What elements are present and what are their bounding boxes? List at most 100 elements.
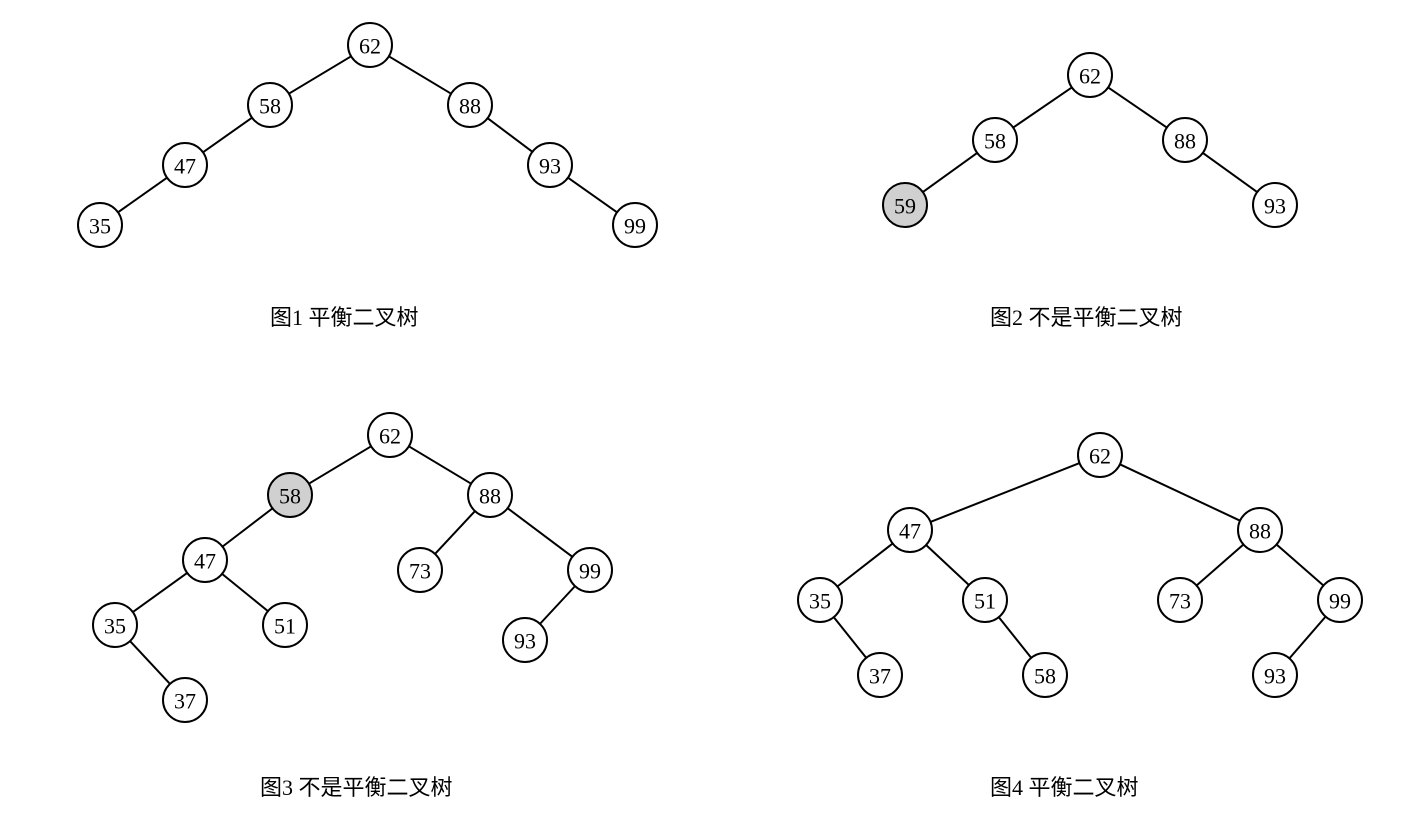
tree-edge bbox=[389, 56, 451, 93]
tree-node: 93 bbox=[528, 143, 572, 187]
node-label: 88 bbox=[459, 94, 481, 119]
tree-svg: 62 58 88 47 93 35 99 bbox=[40, 10, 680, 290]
node-label: 62 bbox=[359, 34, 381, 59]
tree-node: 88 bbox=[1238, 508, 1282, 552]
tree-node: 62 bbox=[1078, 433, 1122, 477]
tree-node: 73 bbox=[398, 548, 442, 592]
tree-node: 62 bbox=[348, 23, 392, 67]
figure-caption: 图4 平衡二叉树 bbox=[990, 770, 1139, 802]
node-label: 58 bbox=[279, 484, 301, 509]
tree-node: 59 bbox=[883, 183, 927, 227]
tree-svg: 62 47 88 35 51 73 99 37 58 93 bbox=[760, 420, 1380, 740]
tree-node: 99 bbox=[568, 548, 612, 592]
tree-node: 51 bbox=[963, 578, 1007, 622]
node-label: 47 bbox=[899, 519, 921, 544]
tree-svg: 62 58 88 47 73 99 35 51 93 37 bbox=[60, 400, 680, 760]
node-label: 59 bbox=[894, 194, 916, 219]
tree-edge bbox=[309, 446, 371, 483]
tree-node: 58 bbox=[268, 473, 312, 517]
node-label: 73 bbox=[1169, 589, 1191, 614]
node-label: 58 bbox=[259, 94, 281, 119]
node-label: 35 bbox=[89, 214, 111, 239]
node-label: 93 bbox=[1264, 194, 1286, 219]
tree-edge bbox=[1289, 617, 1325, 659]
tree-node: 37 bbox=[163, 678, 207, 722]
node-label: 99 bbox=[579, 559, 601, 584]
tree-edge bbox=[1120, 464, 1240, 520]
figure-fig4: 62 47 88 35 51 73 99 37 58 93 图4 平衡二叉树 bbox=[760, 420, 1380, 810]
tree-edge bbox=[133, 573, 187, 612]
figure-fig1: 62 58 88 47 93 35 99 图1 平衡二叉树 bbox=[40, 10, 680, 340]
tree-node: 99 bbox=[1318, 578, 1362, 622]
tree-node: 35 bbox=[798, 578, 842, 622]
tree-svg: 62 58 88 59 93 bbox=[830, 40, 1330, 260]
node-label: 62 bbox=[1079, 64, 1101, 89]
node-label: 93 bbox=[539, 154, 561, 179]
tree-node: 35 bbox=[78, 203, 122, 247]
figure-fig2: 62 58 88 59 93 图2 不是平衡二叉树 bbox=[830, 40, 1330, 340]
tree-node: 73 bbox=[1158, 578, 1202, 622]
figure-caption: 图2 不是平衡二叉树 bbox=[990, 300, 1183, 332]
node-label: 93 bbox=[514, 629, 536, 654]
tree-node: 93 bbox=[1253, 653, 1297, 697]
tree-node: 62 bbox=[1068, 53, 1112, 97]
figure-caption: 图1 平衡二叉树 bbox=[270, 300, 419, 332]
tree-edge bbox=[540, 586, 575, 624]
tree-edge bbox=[837, 544, 892, 587]
tree-edge bbox=[1277, 544, 1324, 585]
tree-edge bbox=[222, 508, 272, 546]
node-label: 51 bbox=[974, 589, 996, 614]
node-label: 99 bbox=[624, 214, 646, 239]
tree-node: 58 bbox=[1023, 653, 1067, 697]
tree-edge bbox=[1013, 87, 1072, 127]
tree-edge bbox=[409, 446, 471, 483]
node-label: 47 bbox=[194, 549, 216, 574]
tree-node: 47 bbox=[183, 538, 227, 582]
node-label: 88 bbox=[1249, 519, 1271, 544]
tree-node: 88 bbox=[468, 473, 512, 517]
tree-node: 47 bbox=[163, 143, 207, 187]
tree-edge bbox=[289, 56, 351, 93]
tree-node: 51 bbox=[263, 603, 307, 647]
tree-node: 93 bbox=[503, 618, 547, 662]
node-label: 73 bbox=[409, 559, 431, 584]
tree-edge bbox=[203, 118, 252, 153]
tree-node: 58 bbox=[973, 118, 1017, 162]
tree-node: 88 bbox=[448, 83, 492, 127]
tree-node: 62 bbox=[368, 413, 412, 457]
tree-edge bbox=[508, 508, 573, 557]
tree-edge bbox=[130, 641, 170, 684]
node-label: 99 bbox=[1329, 589, 1351, 614]
tree-node: 93 bbox=[1253, 183, 1297, 227]
node-label: 37 bbox=[869, 664, 891, 689]
tree-edge bbox=[1108, 87, 1167, 127]
tree-edge bbox=[118, 178, 167, 213]
node-label: 35 bbox=[809, 589, 831, 614]
tree-edge bbox=[1203, 153, 1257, 192]
tree-edge bbox=[999, 617, 1032, 658]
tree-edge bbox=[923, 153, 977, 192]
node-label: 58 bbox=[1034, 664, 1056, 689]
node-label: 47 bbox=[174, 154, 196, 179]
figure-fig3: 62 58 88 47 73 99 35 51 93 37 图3 不是平衡二叉树 bbox=[60, 400, 680, 810]
tree-node: 37 bbox=[858, 653, 902, 697]
node-label: 88 bbox=[479, 484, 501, 509]
tree-node: 58 bbox=[248, 83, 292, 127]
node-label: 62 bbox=[1089, 444, 1111, 469]
tree-node: 47 bbox=[888, 508, 932, 552]
tree-edge bbox=[435, 511, 475, 554]
tree-edge bbox=[568, 178, 617, 213]
node-label: 35 bbox=[104, 614, 126, 639]
tree-node: 35 bbox=[93, 603, 137, 647]
node-label: 88 bbox=[1174, 129, 1196, 154]
tree-edge bbox=[926, 545, 969, 585]
node-label: 62 bbox=[379, 424, 401, 449]
tree-node: 99 bbox=[613, 203, 657, 247]
node-label: 93 bbox=[1264, 664, 1286, 689]
tree-edge bbox=[930, 463, 1079, 522]
node-label: 37 bbox=[174, 689, 196, 714]
tree-edge bbox=[1197, 544, 1244, 585]
tree-edge bbox=[488, 118, 533, 152]
tree-edge bbox=[222, 574, 268, 611]
figure-caption: 图3 不是平衡二叉树 bbox=[260, 770, 453, 802]
